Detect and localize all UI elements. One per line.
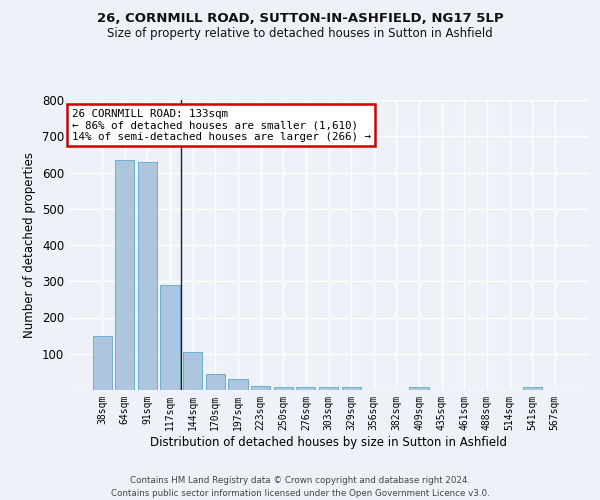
Bar <box>341 387 361 390</box>
Bar <box>296 387 316 390</box>
Bar <box>115 160 134 390</box>
Text: Contains HM Land Registry data © Crown copyright and database right 2024.
Contai: Contains HM Land Registry data © Crown c… <box>110 476 490 498</box>
Bar <box>523 387 542 390</box>
Text: 26 CORNMILL ROAD: 133sqm
← 86% of detached houses are smaller (1,610)
14% of sem: 26 CORNMILL ROAD: 133sqm ← 86% of detach… <box>71 108 371 142</box>
Bar <box>160 285 180 390</box>
X-axis label: Distribution of detached houses by size in Sutton in Ashfield: Distribution of detached houses by size … <box>150 436 507 448</box>
Bar <box>409 388 428 390</box>
Text: Size of property relative to detached houses in Sutton in Ashfield: Size of property relative to detached ho… <box>107 28 493 40</box>
Bar <box>251 386 270 390</box>
Bar <box>206 374 225 390</box>
Bar <box>138 162 157 390</box>
Bar <box>183 352 202 390</box>
Bar <box>274 387 293 390</box>
Bar <box>92 336 112 390</box>
Y-axis label: Number of detached properties: Number of detached properties <box>23 152 37 338</box>
Bar <box>229 379 248 390</box>
Bar <box>319 387 338 390</box>
Text: 26, CORNMILL ROAD, SUTTON-IN-ASHFIELD, NG17 5LP: 26, CORNMILL ROAD, SUTTON-IN-ASHFIELD, N… <box>97 12 503 26</box>
